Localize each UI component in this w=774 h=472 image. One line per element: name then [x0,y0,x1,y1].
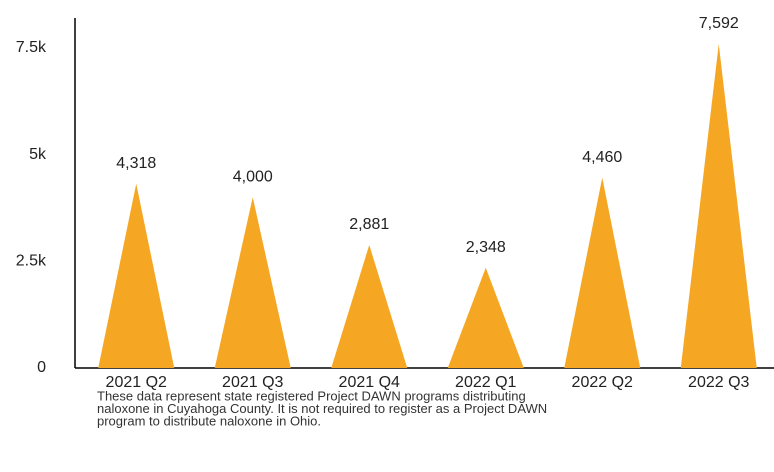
bar [564,177,641,368]
y-tick-label: 7.5k [16,39,47,56]
value-label: 7,592 [699,15,739,32]
x-tick-label: 2021 Q2 [106,374,167,391]
y-tick-label: 0 [37,359,46,376]
value-label: 4,460 [582,149,622,166]
footnote: These data represent state registered Pr… [97,388,526,403]
value-label: 2,348 [466,239,506,256]
y-tick-label: 2.5k [16,253,47,270]
bar [331,245,408,368]
bar [214,197,291,368]
value-label: 4,318 [116,155,156,172]
x-tick-label: 2021 Q4 [339,374,400,391]
footnote: naloxone in Cuyahoga County. It is not r… [97,401,547,416]
bar [447,267,524,368]
value-label: 2,881 [349,216,389,233]
x-tick-label: 2022 Q2 [572,374,633,391]
x-tick-label: 2021 Q3 [222,374,283,391]
bar [98,183,175,368]
x-tick-label: 2022 Q3 [688,374,749,391]
bar [680,43,757,368]
footnote: program to distribute naloxone in Ohio. [97,413,321,428]
y-tick-label: 5k [29,146,47,163]
x-tick-label: 2022 Q1 [455,374,516,391]
value-label: 4,000 [233,168,273,185]
